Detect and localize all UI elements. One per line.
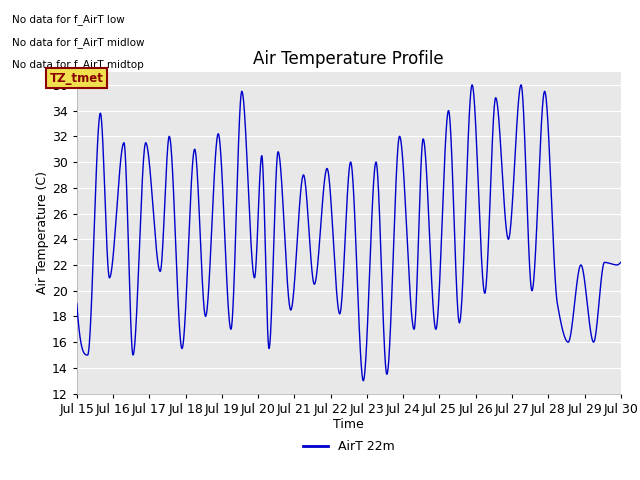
Y-axis label: Air Temperature (C): Air Temperature (C) <box>36 171 49 294</box>
Legend: AirT 22m: AirT 22m <box>298 435 399 458</box>
Text: No data for f_AirT low: No data for f_AirT low <box>12 14 124 25</box>
Title: Air Temperature Profile: Air Temperature Profile <box>253 49 444 68</box>
Text: No data for f_AirT midtop: No data for f_AirT midtop <box>12 59 143 70</box>
Text: TZ_tmet: TZ_tmet <box>50 72 104 84</box>
Text: No data for f_AirT midlow: No data for f_AirT midlow <box>12 36 144 48</box>
X-axis label: Time: Time <box>333 419 364 432</box>
